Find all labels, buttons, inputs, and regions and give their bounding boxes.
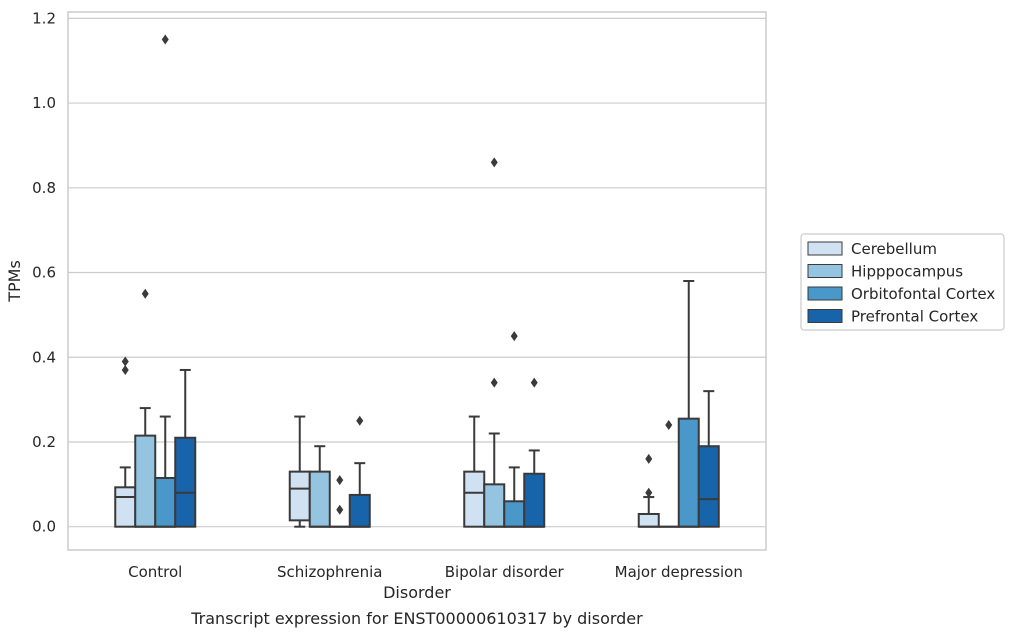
box-cerebellum bbox=[637, 453, 660, 528]
outlier-point bbox=[356, 415, 364, 426]
outlier-point bbox=[336, 504, 344, 515]
box-body bbox=[697, 445, 720, 528]
legend-item: Cerebellum bbox=[807, 240, 937, 258]
box-cerebellum bbox=[463, 415, 486, 528]
box-body bbox=[523, 472, 546, 528]
outlier-point bbox=[121, 364, 129, 375]
box-hipppocampus bbox=[483, 157, 506, 528]
outlier-point bbox=[490, 157, 498, 168]
box-body bbox=[308, 470, 331, 528]
legend-frame bbox=[800, 233, 1005, 331]
outlier-point bbox=[121, 356, 129, 367]
x-tick-label: Control bbox=[128, 563, 182, 581]
chart-caption: Transcript expression for ENST0000061031… bbox=[190, 609, 643, 628]
box-prefrontal-cortex bbox=[174, 368, 197, 528]
legend-swatch bbox=[807, 241, 843, 256]
legend-swatch bbox=[807, 286, 843, 301]
x-tick-label: Major depression bbox=[615, 563, 743, 581]
legend-item: Prefrontal Cortex bbox=[807, 308, 978, 326]
x-axis-label: Disorder bbox=[383, 583, 451, 602]
legend-label: Cerebellum bbox=[851, 240, 937, 258]
x-axis-ticks: Control Schizophrenia Bipolar disorder Majo… bbox=[128, 563, 743, 581]
box-hipppocampus bbox=[657, 420, 680, 528]
box-body bbox=[463, 470, 486, 528]
box-plot-area bbox=[114, 34, 720, 528]
legend-item: Orbitofontal Cortex bbox=[807, 285, 995, 303]
box-hipppocampus bbox=[308, 445, 331, 528]
box-prefrontal-cortex bbox=[523, 377, 546, 528]
y-tick-label: 1.2 bbox=[32, 9, 56, 27]
outlier-point bbox=[490, 377, 498, 388]
y-tick-label: 0.8 bbox=[32, 179, 56, 197]
legend-label: Prefrontal Cortex bbox=[851, 308, 978, 326]
y-tick-label: 0.4 bbox=[32, 348, 56, 366]
box-orbitofontal-cortex bbox=[503, 331, 526, 528]
box-body bbox=[174, 436, 197, 528]
box-orbitofontal-cortex bbox=[328, 475, 351, 528]
legend: Cerebellum Hipppocampus Orbitofontal Corte… bbox=[800, 233, 1005, 331]
outlier-point bbox=[645, 487, 653, 498]
legend-swatch bbox=[807, 309, 843, 323]
outlier-point bbox=[665, 420, 673, 431]
box-body bbox=[483, 483, 506, 528]
box-orbitofontal-cortex bbox=[677, 280, 700, 528]
outlier-point bbox=[141, 288, 149, 299]
box-hipppocampus bbox=[134, 288, 157, 528]
box-body bbox=[134, 434, 157, 528]
y-tick-label: 1.0 bbox=[32, 94, 56, 112]
legend-item: Hipppocampus bbox=[807, 263, 963, 281]
box-body bbox=[114, 486, 137, 528]
grid-lines bbox=[68, 17, 766, 528]
y-axis-label: TPMs bbox=[5, 260, 24, 303]
y-tick-label: 0.2 bbox=[32, 433, 56, 451]
box-body bbox=[154, 476, 177, 528]
plot-frame bbox=[67, 11, 767, 551]
outlier-point bbox=[336, 475, 344, 486]
legend-swatch bbox=[807, 264, 843, 278]
outlier-point bbox=[510, 331, 518, 342]
box-body bbox=[288, 470, 311, 522]
box-cerebellum bbox=[288, 415, 311, 528]
outlier-point bbox=[645, 453, 653, 464]
box-body bbox=[677, 417, 700, 528]
box-prefrontal-cortex bbox=[348, 415, 371, 528]
x-tick-label: Bipolar disorder bbox=[445, 563, 565, 581]
y-tick-label: 0.0 bbox=[32, 518, 56, 536]
box-body bbox=[503, 500, 526, 528]
outlier-point bbox=[530, 377, 538, 388]
y-tick-label: 0.6 bbox=[32, 264, 56, 282]
x-tick-label: Schizophrenia bbox=[277, 563, 382, 581]
box-orbitofontal-cortex bbox=[154, 34, 177, 528]
box-body bbox=[637, 512, 660, 528]
y-axis-ticks: 0.0 0.2 0.4 0.6 0.8 1.0 1.2 bbox=[32, 9, 56, 535]
legend-label: Hipppocampus bbox=[851, 263, 963, 281]
outlier-point bbox=[161, 34, 169, 45]
legend-label: Orbitofontal Cortex bbox=[851, 285, 995, 303]
box-prefrontal-cortex bbox=[697, 390, 720, 528]
box-body bbox=[348, 493, 371, 528]
